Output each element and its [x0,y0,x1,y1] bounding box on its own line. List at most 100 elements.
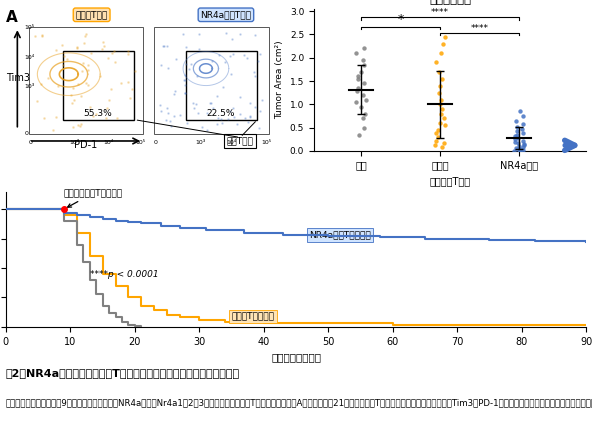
Point [511,132,520,140]
Point [180,82,189,89]
Point [186,60,195,67]
Point [163,109,173,117]
Point [73,122,83,129]
Point [66,92,76,99]
Point [38,31,47,38]
Point [509,147,519,154]
Point [353,85,362,92]
Point [245,112,255,119]
Point [358,57,368,64]
Point [249,69,259,76]
Point [107,49,117,56]
Point [242,55,252,62]
Point [353,73,363,80]
Point [229,51,238,58]
Text: ****: **** [431,8,449,17]
Point [106,85,115,92]
Text: A: A [6,10,18,25]
Point [109,47,118,54]
Point [432,59,441,66]
Point [62,55,72,62]
Point [214,51,223,58]
Point [112,114,122,121]
Point [67,100,77,107]
Point [104,54,113,61]
Point [43,75,53,82]
Point [518,137,527,144]
Point [510,136,519,143]
Point [250,104,259,111]
Point [220,58,230,65]
Point [159,42,169,49]
Point [235,93,244,100]
Point [123,78,133,85]
Bar [63,51,134,120]
Point [170,88,180,95]
Point [511,117,520,124]
Point [51,47,60,54]
Text: NR4a欠損T細胞投与: NR4a欠損T細胞投与 [309,230,371,240]
Text: 10³: 10³ [24,85,35,89]
Point [515,147,525,154]
Point [159,42,168,49]
Point [519,140,529,148]
Point [126,95,135,102]
Bar [29,27,143,134]
Point [73,81,83,88]
Point [433,133,443,140]
Point [97,46,107,53]
Point [110,58,120,66]
Point [170,113,179,120]
Point [58,61,67,68]
Point [156,107,166,114]
Point [512,131,522,138]
X-axis label: 投与したT細胞: 投与したT細胞 [429,176,471,186]
Point [195,45,204,52]
Text: B: B [265,0,276,3]
Point [175,111,185,118]
Point [202,126,212,133]
Point [430,142,440,149]
Text: 10⁵: 10⁵ [135,140,145,145]
Point [510,138,520,145]
Point [359,92,368,99]
Point [181,90,190,97]
Point [244,119,253,126]
Text: 22.5%: 22.5% [206,109,234,117]
Point [256,107,265,114]
Point [57,42,67,49]
Point [86,49,96,56]
Point [37,81,46,88]
Point [101,114,111,121]
Point [226,108,235,115]
Point [83,81,93,88]
Point [162,43,172,50]
Point [213,120,222,128]
Point [83,66,93,73]
Point [226,70,236,78]
Text: 55.3%: 55.3% [83,109,112,117]
Point [99,43,109,50]
Point [514,147,524,154]
Point [52,114,61,121]
Point [250,73,259,80]
Point [181,60,191,67]
Point [81,30,91,37]
Point [79,39,88,46]
Text: 10⁴: 10⁴ [104,140,114,145]
Point [354,131,363,138]
Point [357,103,366,110]
Point [72,44,82,51]
Point [438,40,448,47]
Text: 図2　NR4a遣伝子を欠損するT細胞は疲彊化しにくく、抗腫瘾能が高い: 図2 NR4a遣伝子を欠損するT細胞は疲彊化しにくく、抗腫瘾能が高い [6,368,240,377]
Point [85,104,95,111]
X-axis label: がん移植後の日数: がん移植後の日数 [271,352,321,362]
Point [359,124,368,131]
Point [255,51,264,58]
Point [81,80,91,87]
Point [513,123,522,130]
Text: 0: 0 [28,140,32,145]
Point [162,105,172,112]
Point [515,108,525,115]
Point [59,53,69,60]
